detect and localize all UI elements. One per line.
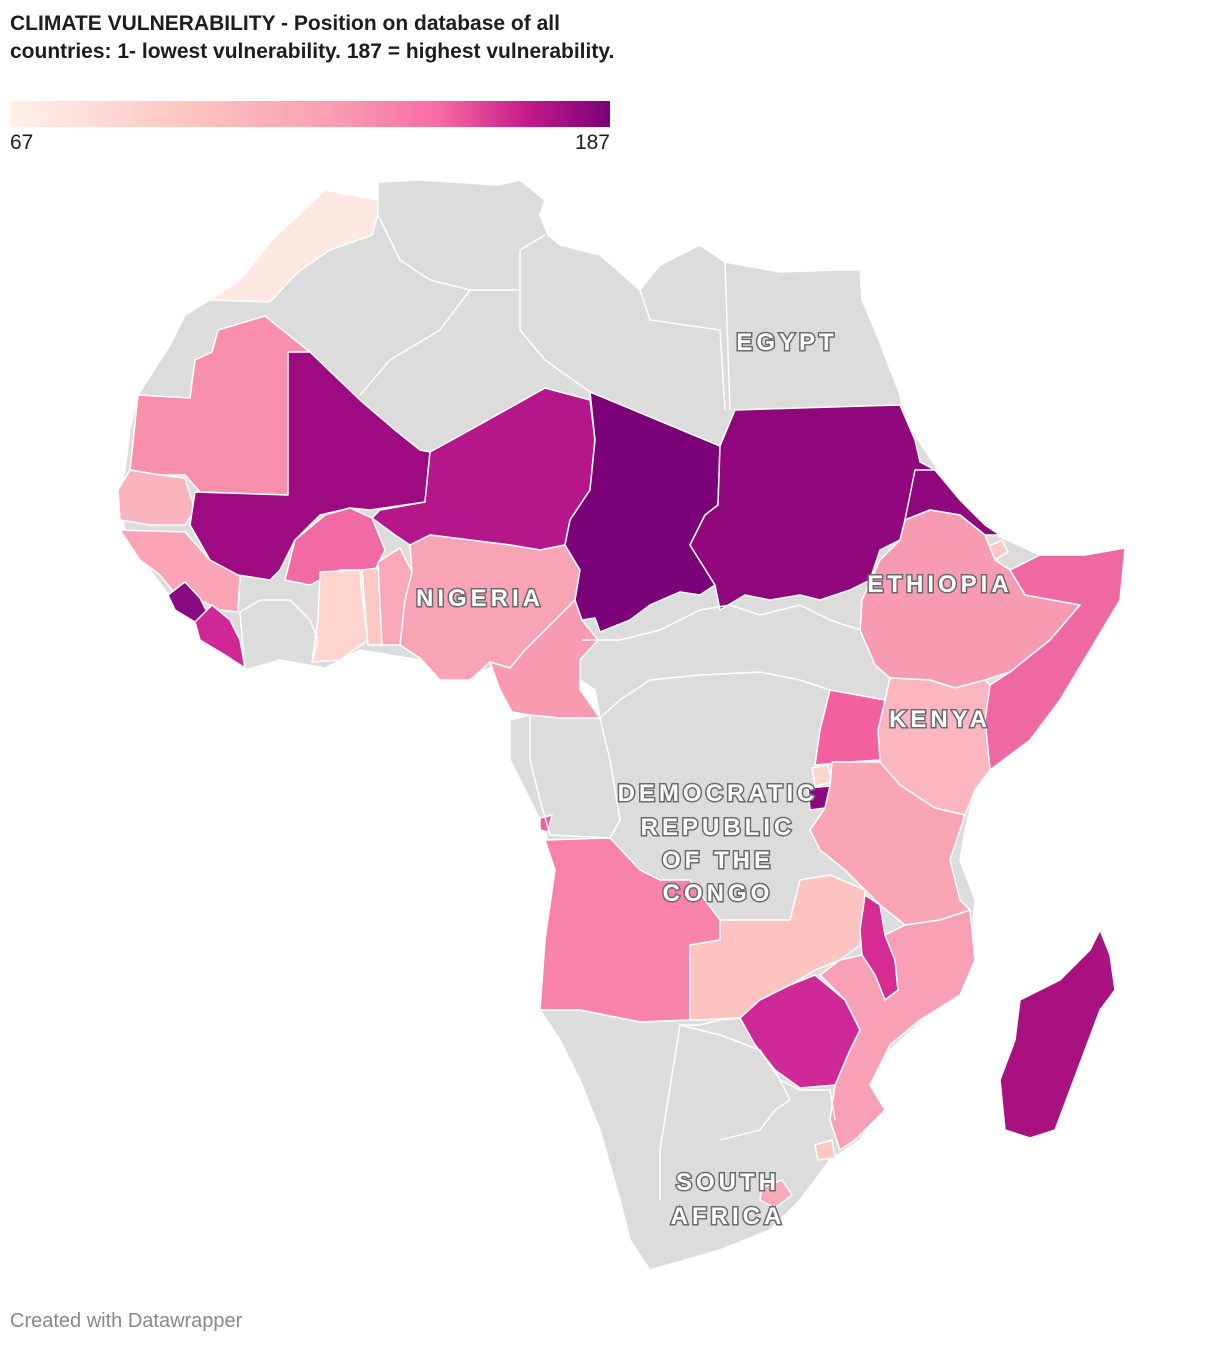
ethiopia-region (859, 509, 1081, 689)
legend-min-value: 67 (10, 131, 34, 154)
map-label-ethiopia: ETHIOPIA (867, 571, 1012, 598)
cameroon-region (489, 599, 601, 719)
somalia-region (984, 547, 1126, 771)
map-label-drc-line-4: CONGO (663, 880, 774, 907)
map-label-egypt: EGYPT (736, 329, 837, 356)
morocco-region (209, 189, 379, 303)
senegal-region (117, 469, 196, 526)
mali-region (189, 351, 431, 581)
eswatini-region (814, 1139, 836, 1161)
footer-credit: Created with Datawrapper (10, 1310, 243, 1332)
mauritania-region (129, 315, 311, 496)
map-label-south-africa-line-1: SOUTH (676, 1169, 780, 1196)
liberia-region (194, 604, 246, 669)
ghana-region (311, 569, 369, 663)
map-label-drc-line-1: DEMOCRATIC (618, 780, 819, 807)
uganda-region (814, 689, 886, 766)
chart-title: CLIMATE VULNERABILITY - Position on data… (10, 12, 615, 63)
country-borders (239, 214, 861, 1200)
lesotho-region (759, 1179, 793, 1209)
color-legend: 67 187 (10, 101, 610, 157)
sudan-region (689, 404, 936, 611)
map-label-kenya: KENYA (889, 706, 991, 733)
guinea-region (119, 529, 241, 613)
legend-max-value: 187 (574, 131, 610, 154)
madagascar-region (999, 929, 1116, 1139)
map-label-nigeria: NIGERIA (416, 585, 544, 612)
map-label-drc-line-2: REPUBLIC (641, 814, 796, 841)
map-label-drc-line-3: OF THE (662, 847, 774, 874)
map-label-south-africa-line-2: AFRICA (671, 1203, 786, 1230)
legend-gradient-bar (10, 101, 610, 127)
